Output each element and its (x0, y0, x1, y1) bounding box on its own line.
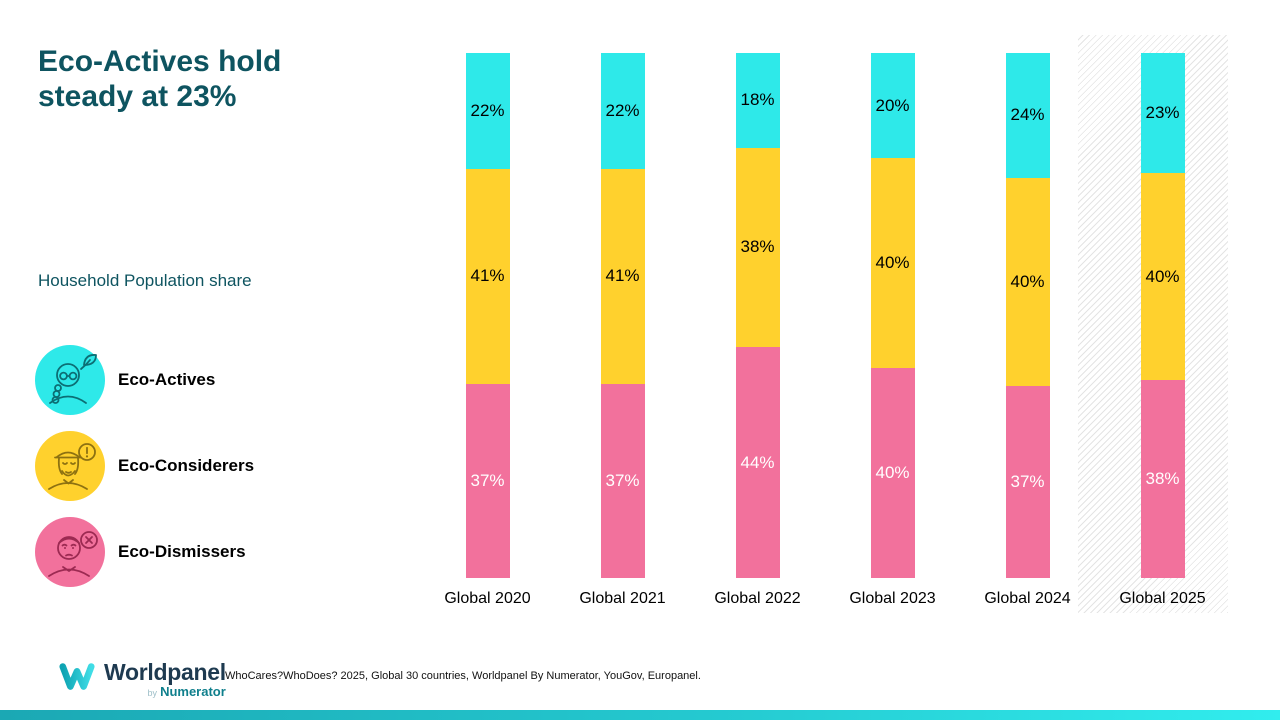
page-title: Eco-Actives hold steady at 23% (38, 45, 282, 114)
legend-label: Eco-Dismissers (118, 542, 246, 561)
worldpanel-w-icon (59, 663, 95, 690)
bar-segment-eco-considerers: 38% (735, 147, 780, 347)
chart-column: 22% 41% 37% Global 2020 (420, 53, 555, 638)
legend-label: Eco-Considerers (118, 456, 255, 475)
stacked-bar: 24% 40% 37% (1005, 53, 1050, 578)
bar-segment-eco-dismissers: 44% (735, 347, 780, 578)
chart-column: 20% 40% 40% Global 2023 (825, 53, 960, 638)
logo-sub-brand: Numerator (160, 684, 226, 700)
chart-column: 18% 38% 44% Global 2022 (690, 53, 825, 638)
worldpanel-logo: Worldpanel by Numerator (58, 660, 226, 699)
bar-segment-eco-dismissers: 37% (600, 383, 645, 578)
eco-dismissers-person-x-icon (35, 517, 105, 587)
bar-segment-eco-actives: 18% (735, 53, 780, 148)
bar-segment-eco-actives: 24% (1005, 53, 1050, 178)
stacked-bar: 22% 41% 37% (465, 53, 510, 578)
bar-segment-eco-dismissers: 37% (1005, 385, 1050, 578)
bar-segment-eco-actives: 23% (1140, 53, 1185, 173)
logo-by: by (147, 688, 158, 699)
bar-segment-eco-actives: 20% (870, 53, 915, 158)
bar-segment-eco-considerers: 41% (465, 168, 510, 384)
chart-column: 24% 40% 37% Global 2024 (960, 53, 1095, 638)
category-label: Global 2023 (849, 590, 936, 607)
bar-segment-eco-actives: 22% (600, 53, 645, 169)
stacked-bar: 22% 41% 37% (600, 53, 645, 578)
legend-item-eco-dismissers: Eco-Dismissers (35, 517, 254, 587)
chart-column: 22% 41% 37% Global 2021 (555, 53, 690, 638)
source-note: WhoCares?WhoDoes? 2025, Global 30 countr… (225, 670, 701, 682)
stacked-bar: 18% 38% 44% (735, 53, 780, 578)
category-label: Global 2025 (1119, 590, 1206, 607)
stacked-bar: 20% 40% 40% (870, 53, 915, 578)
legend-item-eco-actives: Eco-Actives (35, 345, 254, 415)
legend-label: Eco-Actives (118, 370, 216, 389)
bar-segment-eco-considerers: 40% (1005, 177, 1050, 386)
bar-segment-eco-considerers: 40% (870, 158, 915, 368)
bar-segment-eco-dismissers: 40% (870, 368, 915, 578)
chart-subtitle: Household Population share (38, 271, 252, 290)
category-label: Global 2024 (984, 590, 1071, 607)
bar-chart: 22% 41% 37% Global 2020 22% 41% 37% Global 2021… (420, 35, 1230, 638)
bar-segment-eco-dismissers: 38% (1140, 380, 1185, 578)
category-label: Global 2022 (714, 590, 801, 607)
eco-actives-person-leaf-icon (35, 345, 105, 415)
logo-brand: Worldpanel (104, 659, 226, 685)
bottom-accent-bar (0, 710, 1280, 720)
category-label: Global 2020 (444, 590, 531, 607)
legend-item-eco-considerers: Eco-Considerers (35, 431, 254, 501)
eco-considerers-person-alert-icon (35, 431, 105, 501)
bar-segment-eco-considerers: 40% (1140, 172, 1185, 381)
bar-segment-eco-dismissers: 37% (465, 383, 510, 578)
chart-column: 23% 40% 38% Global 2025 (1095, 53, 1230, 638)
stacked-bar: 23% 40% 38% (1140, 53, 1185, 578)
bar-segment-eco-actives: 22% (465, 53, 510, 169)
bar-segment-eco-considerers: 41% (600, 168, 645, 384)
legend: Eco-Actives (35, 345, 254, 587)
category-label: Global 2021 (579, 590, 666, 607)
logo-text: Worldpanel by Numerator (104, 660, 226, 699)
